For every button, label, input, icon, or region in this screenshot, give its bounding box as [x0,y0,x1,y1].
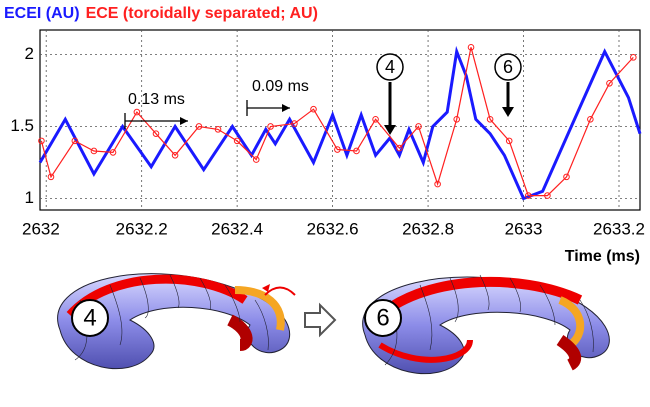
legend-entry: ECEI (AU) [4,5,80,22]
callout-label: 4 [385,57,395,77]
y-tick-label: 1 [25,188,34,207]
callout-circle [494,53,522,81]
point [544,192,551,199]
x-tick-label: 2633 [505,219,543,238]
x-axis-label: Time (ms) [565,248,640,265]
series-line [40,47,634,197]
point [525,192,532,199]
point [587,115,594,123]
point [415,123,422,130]
point [109,149,117,156]
point [372,115,379,123]
legend-entry: ECE (toroidally separated; AU) [86,5,318,22]
x-tick-label: 2633.2 [593,219,645,238]
legend: ECEI (AU) ECE (toroidally separated; AU) [4,5,318,22]
arrow-head [180,117,188,125]
illustration-label: 4 [83,304,96,331]
y-tick-label: 2 [25,44,34,63]
x-tick-label: 2632.2 [116,219,168,238]
torus-left [57,273,296,370]
point [71,137,79,145]
point [353,147,360,155]
point [453,115,461,123]
point [90,147,98,155]
point [267,123,274,130]
point [563,173,570,181]
transition-arrow [304,302,337,338]
point [252,156,260,163]
point [195,123,203,130]
point [630,54,637,61]
x-tick-label: 2632.8 [402,219,454,238]
arrow-head [282,104,290,112]
arrow-head [384,125,396,135]
point [291,120,298,127]
point [606,79,613,87]
annotation: 0.09 ms [252,78,309,95]
point [214,126,222,133]
illustration-label: 6 [376,304,389,331]
point [133,108,141,116]
plot-frame [39,29,641,211]
annotation: 0.13 ms [128,91,185,108]
point [486,115,494,123]
callout-label: 6 [503,57,513,77]
point [434,180,441,188]
series-line [38,45,642,201]
point [334,146,341,153]
callout-circle [376,53,404,81]
torus-right [362,274,610,375]
arrow-head [502,107,514,117]
point [47,173,55,181]
point [233,137,241,145]
point [505,137,513,145]
point [171,151,179,159]
point [152,130,160,137]
x-tick-label: 2632.6 [307,219,359,238]
point [467,43,475,51]
point [396,144,403,152]
point [38,137,45,145]
point [310,105,317,113]
x-tick-label: 2632 [22,219,60,238]
x-tick-label: 2632.4 [211,219,263,238]
y-tick-label: 1.5 [10,116,34,135]
